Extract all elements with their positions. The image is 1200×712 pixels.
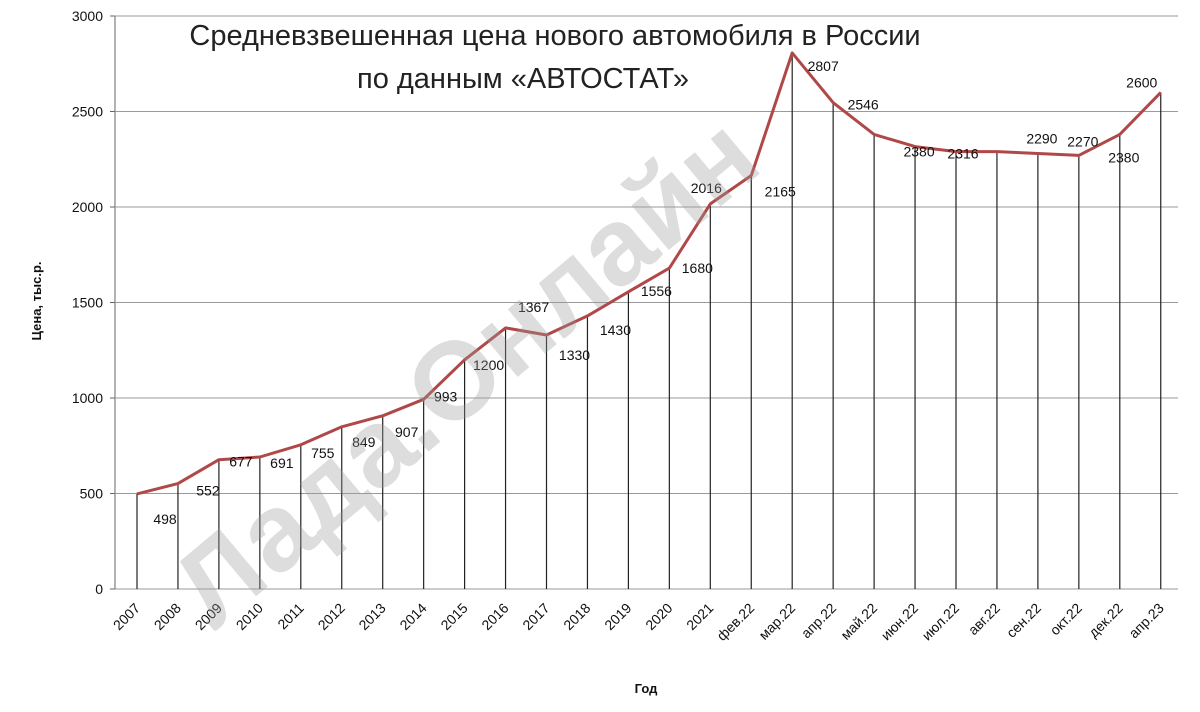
x-tick-label: 2018 (560, 600, 593, 633)
x-tick-label: 2014 (396, 600, 429, 633)
data-label: 1330 (559, 347, 590, 363)
series-line (136, 51, 1162, 496)
data-label: 1200 (473, 357, 504, 373)
data-label: 2165 (765, 183, 796, 199)
y-tick-label: 2000 (72, 199, 103, 215)
x-tick-label: 2019 (601, 600, 634, 633)
data-label: 2600 (1126, 74, 1157, 90)
data-label: 498 (153, 511, 177, 527)
x-tick-label: 2013 (355, 600, 388, 633)
data-label: 691 (270, 455, 294, 471)
x-tick-label: фев.22 (713, 600, 757, 644)
x-tick-label: 2008 (151, 600, 184, 633)
y-axis-title: Цена, тыс.р. (29, 261, 44, 340)
data-label: 2290 (1026, 131, 1057, 147)
x-tick-label: 2016 (478, 600, 511, 633)
data-label: 1367 (518, 299, 549, 315)
chart-title-line-2: по данным «АВТОСТАТ» (357, 63, 689, 95)
data-label: 907 (395, 424, 419, 440)
x-tick-label: 2017 (519, 600, 552, 633)
x-tick-label: май.22 (837, 600, 880, 643)
data-label: 2316 (947, 146, 978, 162)
x-tick-label: 2012 (315, 600, 348, 633)
chart-title-line-1: Средневзвешенная цена нового автомобиля … (189, 20, 920, 52)
x-tick-label: апр.22 (798, 600, 840, 642)
y-tick-labels: 0 500 1000 1500 2000 2500 3000 (72, 8, 103, 597)
x-tick-label: апр.23 (1125, 600, 1167, 642)
y-tick-label: 500 (80, 486, 104, 502)
data-label: 2546 (848, 97, 879, 113)
y-tick-label: 0 (95, 581, 103, 597)
x-tick-label: дек.22 (1085, 600, 1126, 641)
watermark: Лада.Онлайн (151, 93, 781, 650)
gridlines (110, 15, 1178, 590)
series-line-group (136, 51, 1162, 496)
data-label: 2016 (691, 180, 722, 196)
x-axis-title: Год (635, 681, 658, 696)
data-label: 2380 (1108, 149, 1139, 165)
y-tick-label: 1500 (72, 295, 103, 311)
data-label: 677 (229, 454, 253, 470)
data-label: 2807 (808, 58, 839, 74)
x-tick-label: окт.22 (1047, 600, 1086, 639)
data-label: 993 (434, 388, 458, 404)
data-label: 849 (352, 434, 376, 450)
x-tick-label: июн.22 (878, 600, 922, 644)
y-tick-label: 3000 (72, 8, 103, 24)
data-label: 1556 (641, 283, 672, 299)
x-tick-label: 2007 (110, 600, 143, 633)
data-label: 552 (196, 483, 220, 499)
y-tick-label: 1000 (72, 390, 103, 406)
x-tick-label: 2021 (683, 600, 716, 633)
x-tick-label: 2015 (437, 600, 470, 633)
data-labels: 498 552 677 691 755 849 907 993 1200 1367 1330 1430… (153, 58, 1157, 527)
data-label: 2270 (1067, 133, 1098, 149)
x-tick-label: 2020 (642, 600, 675, 633)
x-tick-label: мар.22 (755, 600, 798, 643)
data-label: 755 (311, 445, 335, 461)
x-tick-label: сен.22 (1003, 600, 1044, 641)
y-tick-label: 2500 (72, 104, 103, 120)
data-label: 1680 (682, 260, 713, 276)
x-tick-label: авг.22 (965, 600, 1003, 638)
data-label: 1430 (600, 322, 631, 338)
data-label: 2380 (903, 144, 934, 160)
x-tick-label: июл.22 (919, 600, 963, 644)
drop-lines (136, 52, 1162, 589)
